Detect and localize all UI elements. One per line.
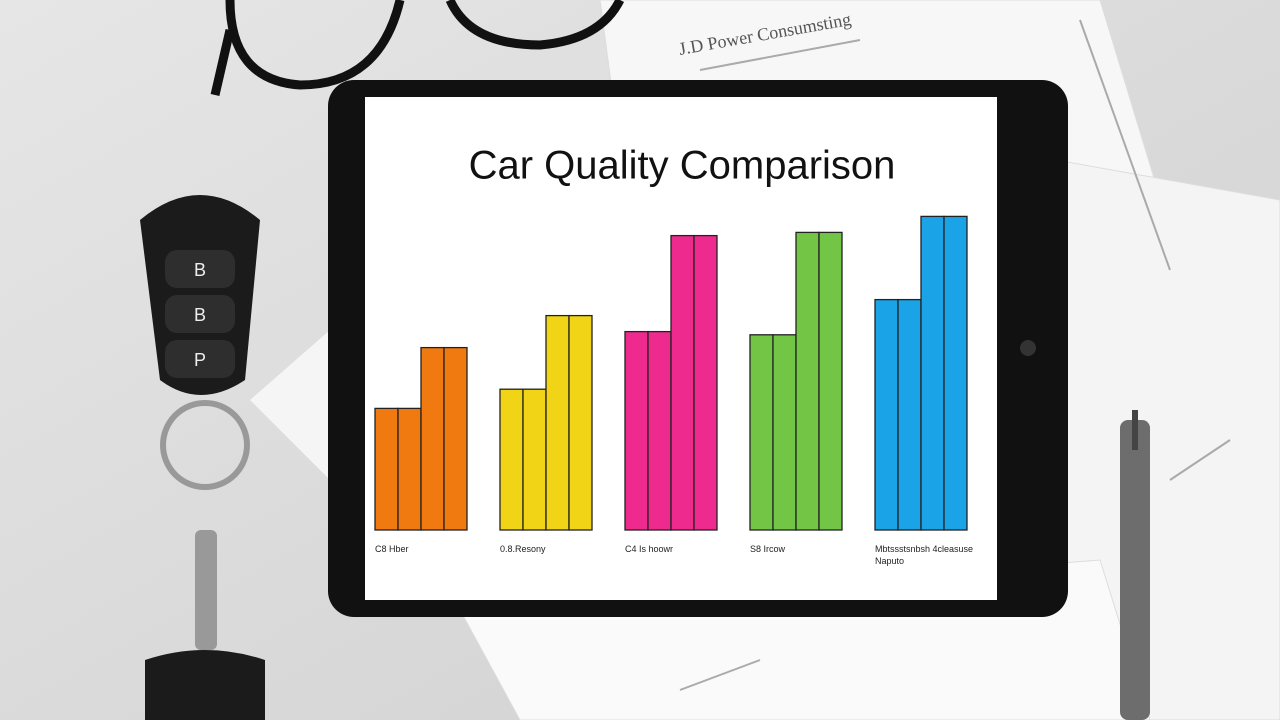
bar	[545, 314, 570, 531]
category-label: S8 Ircow	[750, 544, 786, 554]
key-fob	[140, 195, 260, 490]
car-key	[145, 530, 265, 720]
category-label: C4 Is hoowr	[625, 544, 674, 554]
pen	[1120, 410, 1150, 720]
chart-title: Car Quality Comparison	[469, 144, 896, 188]
bar	[772, 334, 797, 531]
bar	[397, 407, 422, 531]
bar	[420, 346, 445, 531]
bar	[647, 330, 672, 531]
bar	[443, 346, 468, 531]
fob-button: P	[194, 350, 206, 370]
category-label: Mbtssstsnbsh 4cleasuse Naputo	[875, 544, 974, 566]
bar	[920, 215, 945, 531]
bar	[749, 334, 774, 531]
fob-button: B	[194, 260, 206, 280]
bar	[818, 231, 843, 531]
bar	[897, 298, 922, 531]
fob-button: B	[194, 305, 206, 325]
glasses	[210, 0, 625, 97]
bar	[943, 215, 968, 531]
bar	[624, 330, 649, 531]
bar	[874, 298, 899, 531]
bar	[374, 407, 399, 531]
bar	[795, 231, 820, 531]
category-label: C8 Hber	[375, 544, 409, 554]
bar	[568, 314, 593, 531]
paper-lines	[679, 19, 1231, 691]
camera	[1020, 340, 1036, 356]
bar	[499, 388, 524, 531]
category-label: 0.8.Resony	[500, 544, 546, 554]
bar	[670, 234, 695, 531]
bar	[522, 388, 547, 531]
bar	[693, 234, 718, 531]
paper	[250, 330, 330, 480]
